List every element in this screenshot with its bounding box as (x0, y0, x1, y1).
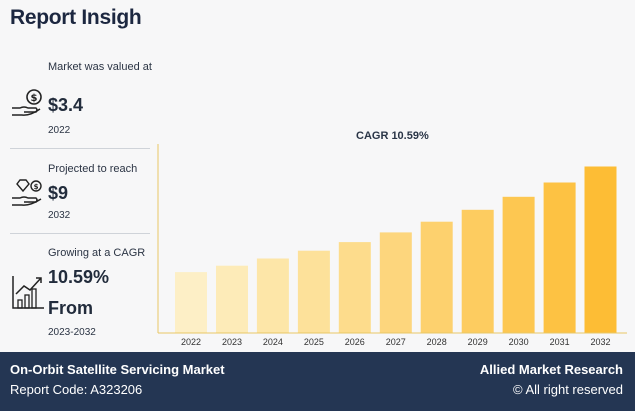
bar-2028 (420, 221, 453, 333)
x-tick-label: 2030 (509, 337, 529, 347)
stat-value: $9 (48, 183, 69, 203)
stat-year: 2032 (48, 210, 71, 221)
x-tick-label: 2022 (181, 337, 201, 347)
bar-2024 (256, 258, 289, 333)
bar-2026 (338, 242, 371, 333)
bar-2029 (461, 209, 494, 333)
stat-value: $3.4 (48, 95, 84, 115)
stat-year: 2022 (48, 125, 71, 136)
x-tick-label: 2029 (468, 337, 488, 347)
stat-value: 10.59% (48, 267, 110, 287)
stat-projected-value: $ Projected to reach $9 2032 (10, 158, 150, 228)
divider (10, 148, 150, 149)
bar-2025 (297, 250, 330, 333)
brand-name: Allied Market Research (479, 362, 623, 377)
stat-label: Market was valued at (48, 61, 152, 73)
bar-2032 (584, 166, 617, 333)
bar-2031 (543, 182, 576, 333)
stat-label: Growing at a CAGR (48, 247, 146, 259)
bar-2023 (216, 265, 248, 333)
x-tick-label: 2028 (427, 337, 447, 347)
bar-2030 (502, 196, 535, 333)
svg-text:$: $ (34, 183, 39, 191)
growth-chart-icon (12, 276, 44, 309)
report-code: Report Code: A323206 (10, 382, 143, 397)
chart-title: CAGR 10.59% (356, 130, 429, 142)
stat-market-value: $ Market was valued at $3.4 2022 (10, 58, 152, 140)
x-tick-label: 2023 (222, 337, 242, 347)
market-name: On-Orbit Satellite Servicing Market (10, 362, 225, 377)
copyright: © All right reserved (512, 382, 623, 397)
x-tick-label: 2031 (550, 337, 570, 347)
page-title: Report Insigh (10, 6, 142, 29)
svg-text:$: $ (31, 93, 38, 104)
x-tick-label: 2024 (263, 337, 283, 347)
footer: On-Orbit Satellite Servicing Market Repo… (0, 352, 635, 411)
divider (10, 233, 150, 234)
stat-value-from: From (48, 298, 93, 318)
money-hand-icon: $ (12, 89, 42, 116)
x-tick-label: 2025 (304, 337, 324, 347)
stat-cagr: Growing at a CAGR 10.59% From 2023-2032 (10, 242, 150, 342)
x-tick-label: 2026 (345, 337, 365, 347)
bar-2022 (175, 272, 207, 333)
stat-year: 2023-2032 (48, 327, 96, 338)
x-tick-label: 2032 (590, 337, 610, 347)
bar-chart: 2022 2023 2024 2025 2026 2027 2028 2029 2030 2031… (157, 144, 627, 347)
bar-2027 (379, 232, 412, 333)
x-tick-label: 2027 (386, 337, 406, 347)
stat-label: Projected to reach (48, 163, 138, 175)
diamond-hand-icon: $ (12, 179, 42, 206)
